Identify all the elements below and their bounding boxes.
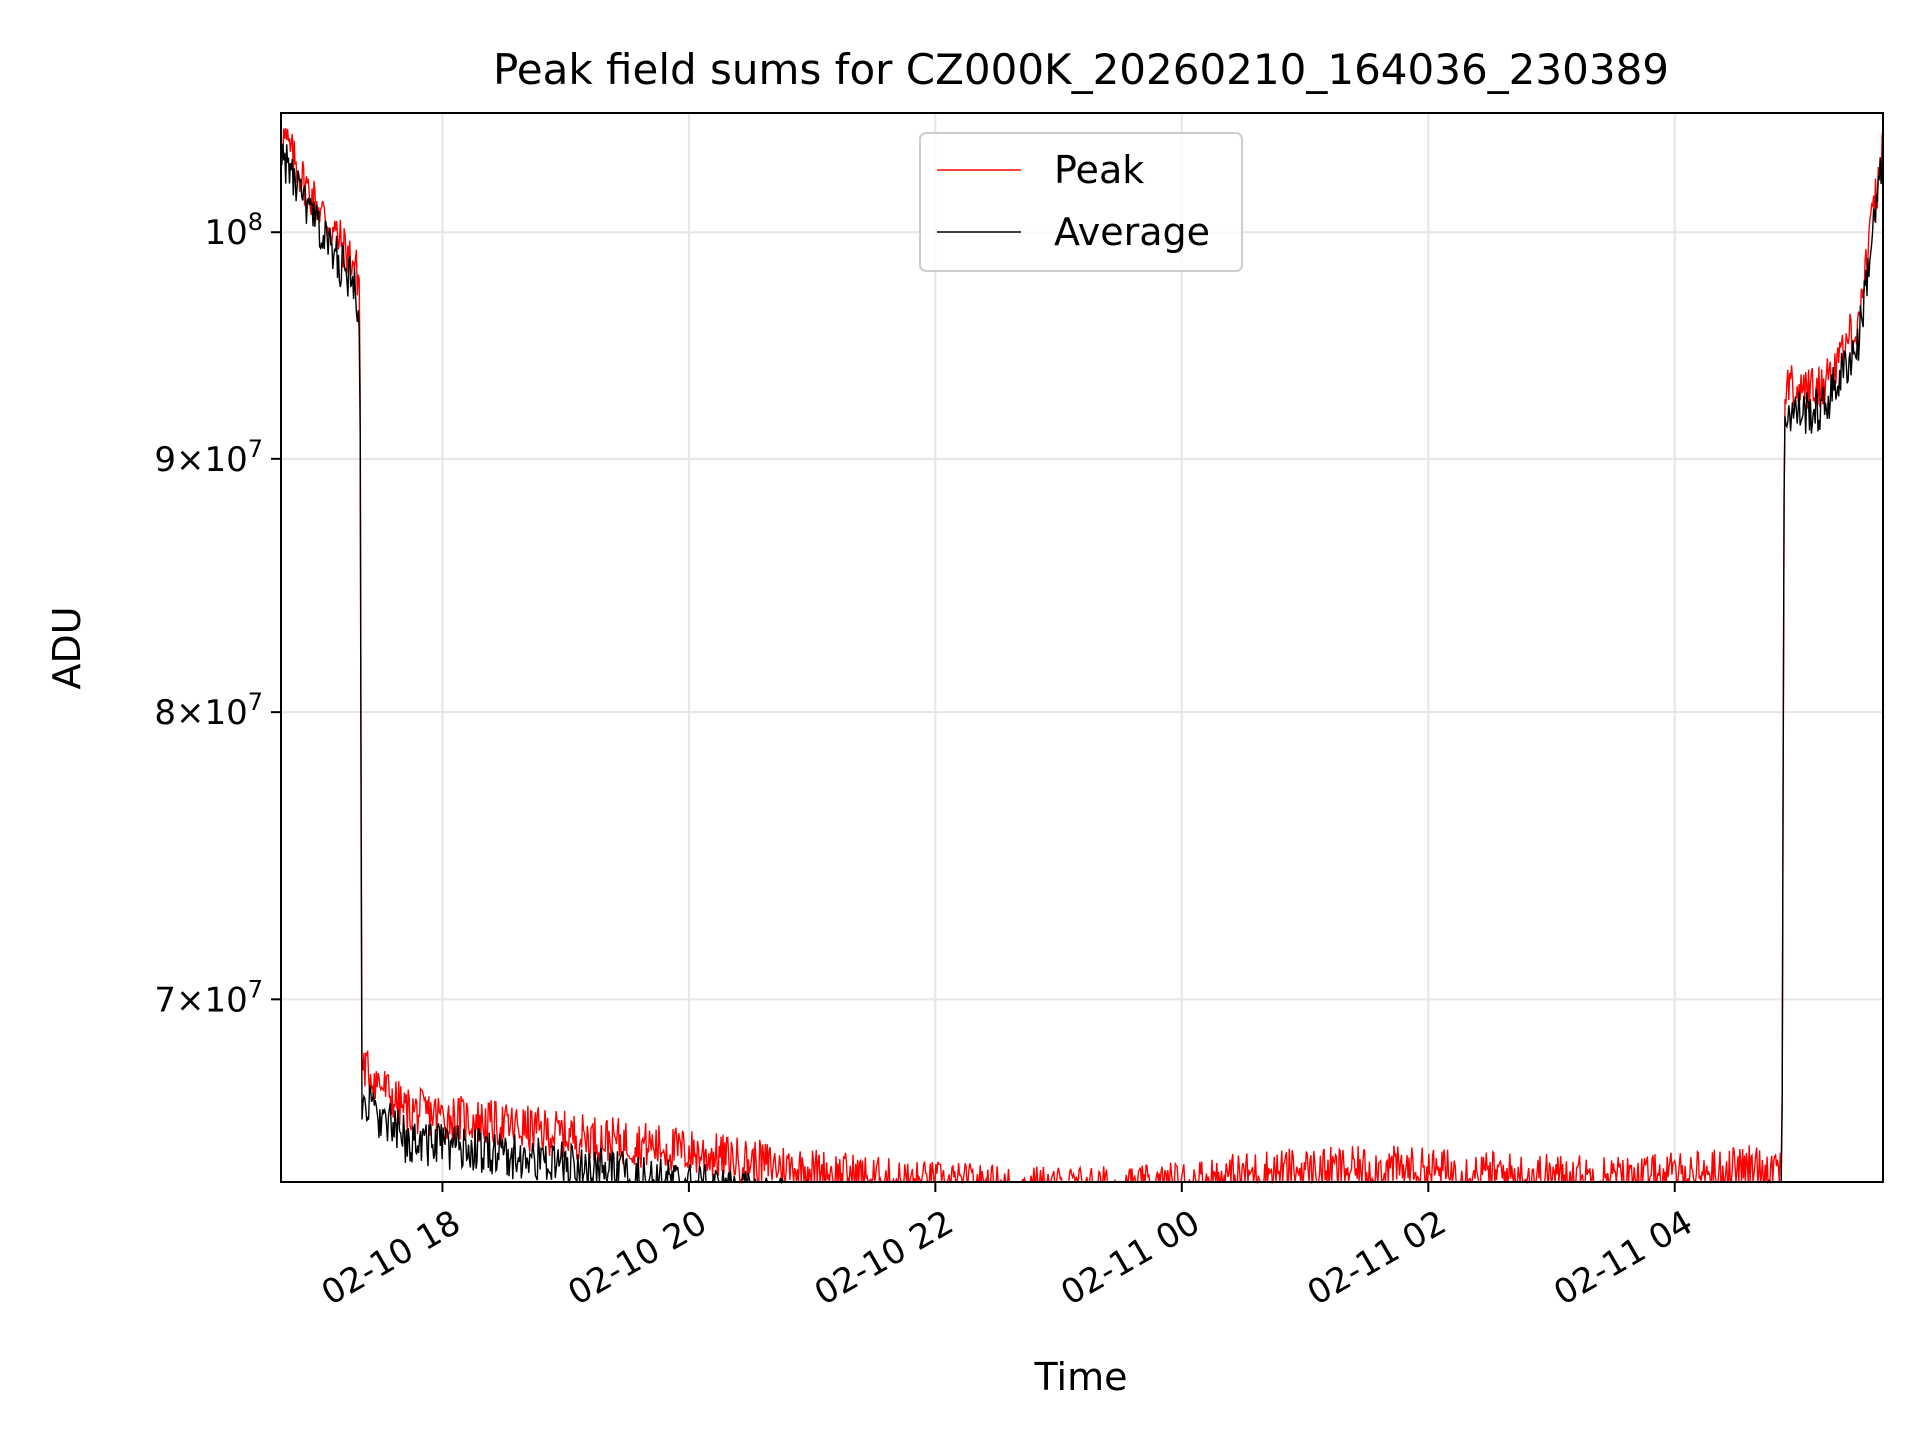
legend-label-peak: Peak (1054, 148, 1144, 192)
chart-title: Peak field sums for CZ000K_20260210_1640… (493, 45, 1669, 94)
legend-frame (919, 132, 1243, 272)
plot-frame (280, 112, 1884, 1183)
legend: Peak Average (919, 132, 1243, 272)
legend-label-average: Average (1054, 210, 1210, 254)
x-axis-label: Time (1034, 1355, 1128, 1399)
y-axis-label: ADU (45, 606, 89, 689)
y-tick-label: 7×107 (154, 975, 263, 1020)
y-tick-label: 9×107 (154, 435, 263, 480)
y-tick-label: 8×107 (154, 688, 263, 733)
